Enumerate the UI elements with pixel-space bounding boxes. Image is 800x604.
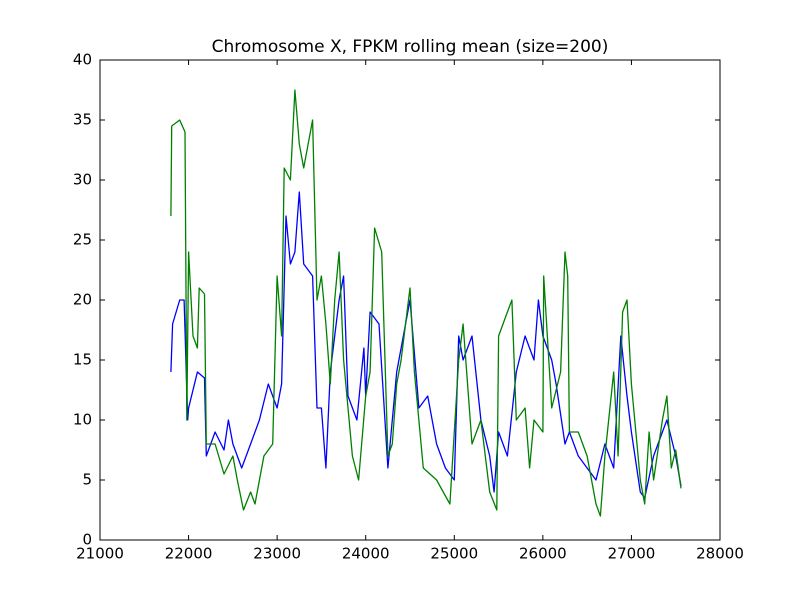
y-tick-label: 25 — [73, 231, 92, 249]
x-tick-label: 27000 — [608, 545, 656, 563]
chart-title: Chromosome X, FPKM rolling mean (size=20… — [212, 37, 609, 57]
y-tick-label: 40 — [73, 51, 92, 69]
y-tick-label: 30 — [73, 171, 92, 189]
y-tick-label: 5 — [82, 471, 92, 489]
plot-frame — [99, 59, 721, 541]
series-line — [170, 89, 682, 517]
y-tick-label: 20 — [73, 291, 92, 309]
y-tick-label: 0 — [82, 531, 92, 549]
x-tick-label: 28000 — [696, 545, 744, 563]
x-tick-label: 24000 — [342, 545, 390, 563]
x-tick-label: 23000 — [253, 545, 301, 563]
x-tick-label: 25000 — [430, 545, 478, 563]
x-tick-label: 26000 — [519, 545, 567, 563]
y-tick-label: 10 — [73, 411, 92, 429]
y-tick-label: 15 — [73, 351, 92, 369]
x-tick-label: 22000 — [165, 545, 213, 563]
x-tick-label: 21000 — [76, 545, 124, 563]
y-tick-label: 35 — [73, 111, 92, 129]
